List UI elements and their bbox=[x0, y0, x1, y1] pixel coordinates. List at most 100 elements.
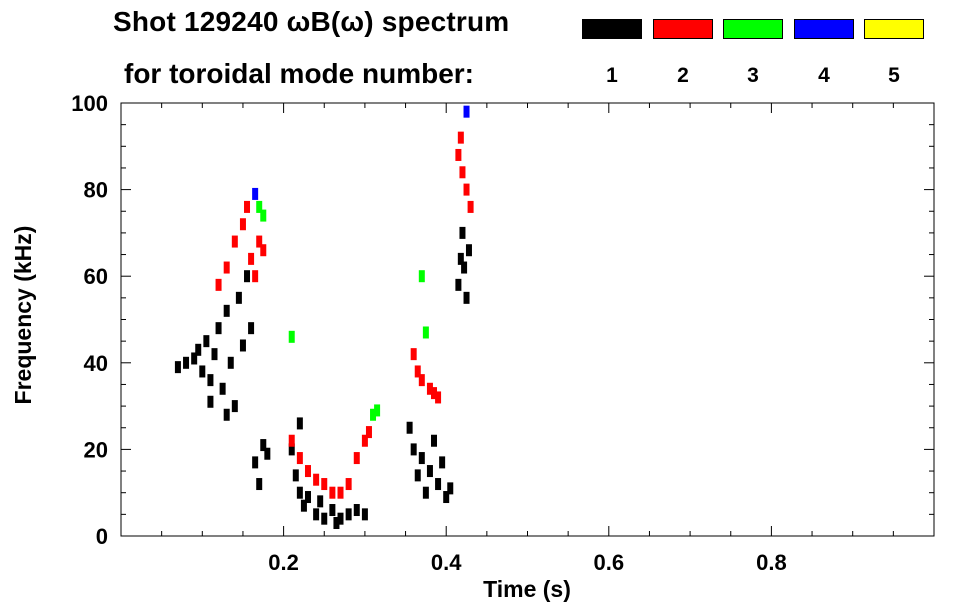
y-tick-label: 20 bbox=[84, 437, 108, 462]
plot-frame bbox=[120, 102, 935, 537]
legend-label-1: 1 bbox=[606, 64, 618, 87]
y-tick-label: 80 bbox=[84, 178, 108, 203]
data-point-n1 bbox=[191, 352, 198, 365]
legend-swatch-3 bbox=[723, 19, 783, 39]
data-point-n1 bbox=[288, 443, 295, 456]
data-point-n1 bbox=[296, 486, 303, 499]
y-tick-label: 40 bbox=[84, 351, 108, 376]
data-point-n2 bbox=[223, 261, 230, 274]
data-point-n1 bbox=[199, 365, 206, 378]
data-point-n4 bbox=[252, 187, 259, 200]
data-point-n1 bbox=[260, 439, 267, 452]
data-point-n1 bbox=[227, 356, 234, 369]
data-point-n2 bbox=[455, 148, 462, 161]
data-point-n1 bbox=[406, 421, 413, 434]
data-point-n2 bbox=[304, 465, 311, 478]
data-point-n2 bbox=[215, 278, 222, 291]
data-point-n1 bbox=[219, 382, 226, 395]
data-point-n1 bbox=[248, 322, 255, 335]
data-point-n2 bbox=[353, 452, 360, 465]
data-point-n1 bbox=[414, 469, 421, 482]
data-point-n2 bbox=[239, 218, 246, 231]
data-point-n1 bbox=[183, 356, 190, 369]
data-point-n1 bbox=[292, 469, 299, 482]
legend-label-4: 4 bbox=[818, 64, 830, 87]
data-point-n3 bbox=[418, 270, 425, 283]
data-point-n2 bbox=[418, 374, 425, 387]
data-point-n1 bbox=[337, 512, 344, 525]
data-point-n2 bbox=[260, 244, 267, 257]
data-point-n2 bbox=[414, 365, 421, 378]
data-point-n1 bbox=[447, 482, 454, 495]
x-axis-label: Time (s) bbox=[483, 576, 571, 602]
data-point-n1 bbox=[439, 456, 446, 469]
data-point-n1 bbox=[296, 417, 303, 430]
data-point-n1 bbox=[264, 447, 271, 460]
data-point-n2 bbox=[296, 452, 303, 465]
data-point-n1 bbox=[410, 443, 417, 456]
data-point-n2 bbox=[345, 478, 352, 491]
data-point-n1 bbox=[422, 486, 429, 499]
data-point-n1 bbox=[223, 408, 230, 421]
data-point-n1 bbox=[215, 322, 222, 335]
data-point-n1 bbox=[455, 278, 462, 291]
data-point-n1 bbox=[207, 374, 214, 387]
axis-ticks bbox=[121, 102, 934, 537]
data-point-n1 bbox=[223, 304, 230, 317]
data-point-n1 bbox=[174, 361, 181, 374]
data-point-n1 bbox=[231, 400, 238, 413]
data-point-n1 bbox=[457, 252, 464, 265]
data-point-n1 bbox=[426, 465, 433, 478]
data-point-n2 bbox=[231, 235, 238, 248]
legend-swatch-5 bbox=[864, 19, 924, 39]
data-point-n2 bbox=[337, 486, 344, 499]
data-point-n2 bbox=[288, 434, 295, 447]
legend-label-5: 5 bbox=[888, 64, 900, 87]
data-point-n1 bbox=[345, 508, 352, 521]
data-point-n1 bbox=[207, 395, 214, 408]
y-tick-label: 0 bbox=[96, 524, 108, 549]
data-point-n2 bbox=[313, 473, 320, 486]
data-point-n1 bbox=[361, 508, 368, 521]
data-point-n2 bbox=[329, 486, 336, 499]
data-point-n1 bbox=[203, 335, 210, 348]
x-tick-label: 0.4 bbox=[431, 550, 462, 575]
data-point-n2 bbox=[248, 252, 255, 265]
legend-swatch-1 bbox=[582, 19, 642, 39]
data-point-n3 bbox=[288, 330, 295, 343]
data-point-n1 bbox=[313, 508, 320, 521]
legend-label-3: 3 bbox=[747, 64, 759, 87]
data-point-n1 bbox=[353, 504, 360, 517]
data-point-n1 bbox=[459, 226, 466, 239]
data-point-n1 bbox=[304, 491, 311, 504]
data-point-n2 bbox=[463, 183, 470, 196]
y-tick-label: 100 bbox=[71, 91, 108, 116]
legend-label-2: 2 bbox=[677, 64, 689, 87]
data-point-n1 bbox=[300, 499, 307, 512]
data-marks bbox=[174, 105, 474, 530]
data-point-n2 bbox=[252, 270, 259, 283]
tick-labels: 0 20 40 60 80 100 0.2 0.4 0.6 0.8 bbox=[71, 91, 786, 575]
data-point-n2 bbox=[244, 200, 251, 213]
data-point-n1 bbox=[235, 291, 242, 304]
data-point-n2 bbox=[365, 426, 372, 439]
data-point-n3 bbox=[256, 200, 263, 213]
chart-subtitle: for toroidal mode number: bbox=[124, 58, 474, 89]
data-point-n3 bbox=[422, 326, 429, 339]
data-point-n1 bbox=[256, 478, 263, 491]
data-point-n1 bbox=[463, 291, 470, 304]
y-tick-label: 60 bbox=[84, 264, 108, 289]
data-point-n2 bbox=[467, 200, 474, 213]
data-point-n1 bbox=[252, 456, 259, 469]
data-point-n1 bbox=[443, 491, 450, 504]
data-point-n1 bbox=[465, 244, 472, 257]
legend-swatch-4 bbox=[794, 19, 854, 39]
data-point-n1 bbox=[418, 452, 425, 465]
data-point-n1 bbox=[329, 504, 336, 517]
data-point-n2 bbox=[321, 478, 328, 491]
data-point-n2 bbox=[256, 235, 263, 248]
data-point-n2 bbox=[459, 166, 466, 179]
data-point-n3 bbox=[260, 209, 267, 222]
data-point-n1 bbox=[211, 348, 218, 361]
